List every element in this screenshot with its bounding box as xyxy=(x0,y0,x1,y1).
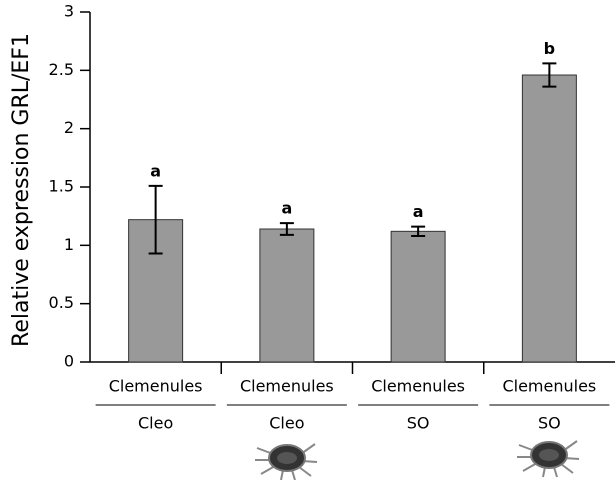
y-tick-label: 3 xyxy=(64,2,74,21)
bar xyxy=(259,228,315,363)
y-axis-label: Relative expression GRL/EF1 xyxy=(9,33,34,347)
y-tick-label: 0 xyxy=(64,352,74,371)
x-tick-label: Clemenules xyxy=(240,377,334,396)
significance-letter: b xyxy=(544,39,555,58)
y-tick-label: 2.5 xyxy=(49,60,74,79)
bar xyxy=(390,230,446,363)
x-tick-label: Clemenules xyxy=(502,377,596,396)
error-bar xyxy=(148,184,163,255)
mite-icon xyxy=(517,440,580,478)
error-bar xyxy=(279,222,294,236)
x-group-label: Cleo xyxy=(138,414,173,433)
y-tick-label: 1.5 xyxy=(49,177,74,196)
x-group-label: SO xyxy=(538,414,561,433)
bar xyxy=(128,219,184,363)
significance-letter: a xyxy=(413,202,424,221)
x-group-label: SO xyxy=(407,414,430,433)
error-bar xyxy=(411,225,426,237)
mite-icon xyxy=(255,443,318,480)
x-group-label: Cleo xyxy=(269,414,304,433)
significance-letter: a xyxy=(150,161,161,180)
y-tick-label: 2 xyxy=(64,118,74,137)
x-tick-label: Clemenules xyxy=(371,377,465,396)
y-tick-label: 1 xyxy=(64,235,74,254)
bar xyxy=(521,74,577,363)
significance-letter: a xyxy=(281,199,292,218)
y-tick-label: 0.5 xyxy=(49,293,74,312)
error-bar xyxy=(542,62,557,88)
x-tick-label: Clemenules xyxy=(109,377,203,396)
